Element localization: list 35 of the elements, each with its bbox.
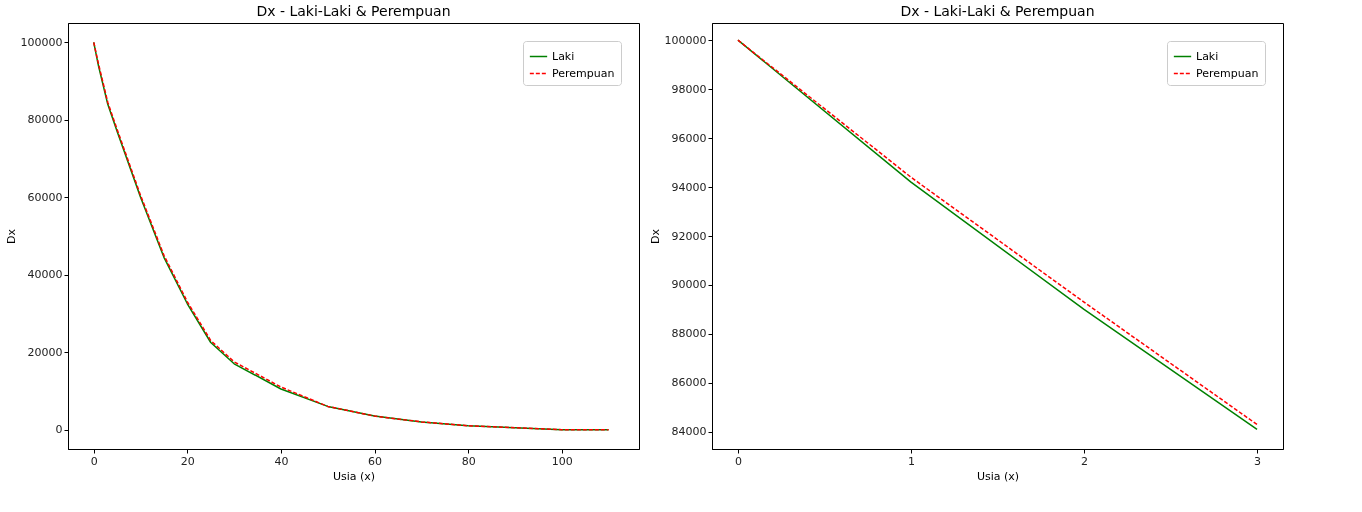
y-tick-label: 60000: [27, 190, 63, 204]
x-tick-label: 40: [274, 454, 289, 468]
y-tick-label: 94000: [671, 180, 707, 194]
y-tick-label: 40000: [27, 268, 63, 282]
y-tick-label: 84000: [671, 425, 707, 439]
chart-title: Dx - Laki-Laki & Perempuan: [256, 3, 451, 19]
x-tick-label: 0: [90, 454, 98, 468]
legend-label: Perempuan: [1196, 66, 1259, 80]
y-tick-label: 100000: [20, 35, 63, 49]
x-tick-label: 3: [1254, 454, 1262, 468]
x-tick-label: 80: [461, 454, 476, 468]
y-tick-label: 92000: [671, 229, 707, 243]
legend-label: Perempuan: [552, 66, 615, 80]
y-tick-label: 100000: [664, 33, 707, 47]
x-tick-label: 60: [368, 454, 383, 468]
x-tick-label: 1: [907, 454, 915, 468]
y-tick-label: 98000: [671, 82, 707, 96]
y-tick-label: 88000: [671, 327, 707, 341]
x-tick-label: 20: [180, 454, 195, 468]
legend-label: Laki: [552, 49, 575, 63]
x-axis-title: Usia (x): [332, 469, 376, 483]
y-tick-label: 96000: [671, 131, 707, 145]
y-tick-label: 20000: [27, 345, 63, 359]
y-tick-label: 80000: [27, 113, 63, 127]
x-tick-label: 100: [551, 454, 573, 468]
chart-title: Dx - Laki-Laki & Perempuan: [900, 3, 1095, 19]
x-tick-label: 0: [734, 454, 742, 468]
x-axis-title: Usia (x): [976, 469, 1020, 483]
legend-label: Laki: [1196, 49, 1219, 63]
x-tick-label: 2: [1081, 454, 1089, 468]
y-tick-label: 90000: [671, 278, 707, 292]
y-tick-label: 0: [55, 423, 63, 437]
y-axis-title: Dx: [648, 228, 662, 244]
y-tick-label: 86000: [671, 376, 707, 390]
y-axis-title: Dx: [4, 228, 18, 244]
